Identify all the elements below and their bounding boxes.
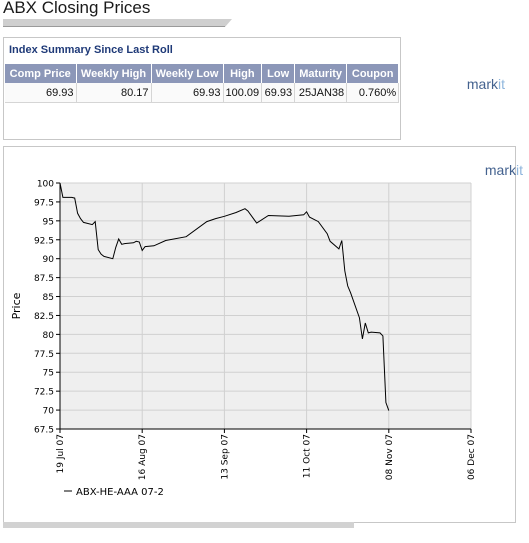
- legend: ABX-HE-AAA 07-2: [64, 487, 164, 498]
- index-summary-panel: Index Summary Since Last Roll Comp Price…: [3, 37, 401, 140]
- plot-area: [60, 183, 471, 429]
- y-tick-label: 100: [37, 180, 54, 190]
- y-tick-label: 90: [43, 255, 55, 265]
- markit-logo-chart: markit: [485, 162, 523, 178]
- cell-comp-price: 69.93: [5, 83, 77, 103]
- table-header-row: Comp Price Weekly High Weekly Low High L…: [5, 64, 400, 83]
- y-tick-label: 67.5: [34, 426, 54, 436]
- series-line-abx-he-aaa-07-2: [59, 182, 390, 411]
- markit-logo-main: mark: [466, 76, 498, 92]
- cell-high: 100.09: [223, 83, 263, 103]
- y-tick-label: 72.5: [34, 388, 54, 398]
- cell-weekly-low: 69.93: [151, 83, 224, 103]
- y-tick-label: 75: [43, 369, 54, 379]
- x-tick-label: 08 Nov 07: [385, 434, 395, 480]
- y-tick-label: 87.5: [34, 274, 54, 284]
- column-header-coupon: Coupon: [346, 64, 400, 83]
- cell-weekly-high: 80.17: [76, 83, 152, 103]
- y-tick-label: 70: [43, 407, 55, 417]
- summary-heading: Index Summary Since Last Roll: [9, 44, 173, 56]
- y-axis-ticks: 67.5 70 72.5 75 77.5 80 82.5 85 87.5 90 92.5 95 97.5…: [34, 180, 60, 436]
- bottom-rule: [3, 522, 354, 528]
- y-tick-label: 80: [43, 331, 55, 341]
- column-header-maturity: Maturity: [294, 64, 348, 83]
- legend-label: ABX-HE-AAA 07-2: [76, 487, 164, 498]
- markit-logo: markit: [467, 76, 505, 92]
- summary-table: Comp Price Weekly High Weekly Low High L…: [5, 64, 400, 103]
- y-tick-label: 85: [43, 293, 54, 303]
- y-tick-label: 92.5: [34, 236, 54, 246]
- cell-coupon: 0.760%: [346, 83, 400, 103]
- title-underline: [3, 19, 232, 27]
- table-row: 69.93 80.17 69.93 100.09 69.93 25JAN38 0…: [5, 83, 400, 103]
- x-axis-ticks: 19 Jul 07 16 Aug 07 13 Sep 07 11 Oct 07 08 N…: [56, 429, 477, 480]
- y-tick-label: 77.5: [34, 350, 54, 360]
- x-tick-label: 19 Jul 07: [56, 434, 66, 474]
- column-header-comp-price: Comp Price: [5, 64, 77, 83]
- markit-logo-chart-accent: it: [516, 162, 523, 178]
- cell-low: 69.93: [261, 83, 296, 103]
- markit-logo-accent: it: [498, 76, 505, 92]
- y-tick-label: 82.5: [34, 312, 54, 322]
- column-header-weekly-high: Weekly High: [76, 64, 152, 83]
- column-header-weekly-low: Weekly Low: [151, 64, 224, 83]
- column-header-high: High: [223, 64, 263, 83]
- cell-maturity: 25JAN38: [294, 83, 348, 103]
- column-header-low: Low: [261, 64, 296, 83]
- markit-logo-chart-main: mark: [484, 162, 516, 178]
- x-tick-label: 13 Sep 07: [220, 434, 230, 480]
- y-tick-label: 97.5: [34, 198, 54, 208]
- x-tick-label: 11 Oct 07: [303, 434, 313, 478]
- page-title: ABX Closing Prices: [3, 0, 151, 17]
- y-axis-label: Price: [10, 292, 23, 319]
- y-tick-label: 95: [43, 217, 54, 227]
- x-tick-label: 06 Dec 07: [467, 434, 477, 480]
- axes: [59, 183, 471, 430]
- x-tick-label: 16 Aug 07: [138, 434, 148, 480]
